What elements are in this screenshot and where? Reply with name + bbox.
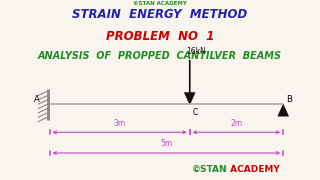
Text: ACADEMY: ACADEMY (227, 165, 280, 174)
Polygon shape (278, 104, 289, 116)
Text: A: A (34, 94, 40, 103)
Text: ANALYSIS  OF  PROPPED  CANTILVER  BEAMS: ANALYSIS OF PROPPED CANTILVER BEAMS (38, 51, 282, 61)
Text: 16kN: 16kN (187, 47, 206, 56)
Text: 3m: 3m (114, 119, 126, 128)
Text: ©STAN: ©STAN (192, 165, 227, 174)
Text: PROBLEM  NO  1: PROBLEM NO 1 (106, 30, 214, 43)
Text: 2m: 2m (230, 119, 243, 128)
Text: C: C (192, 108, 197, 117)
Text: B: B (286, 94, 292, 103)
Text: STRAIN  ENERGY  METHOD: STRAIN ENERGY METHOD (72, 8, 248, 21)
Text: 5m: 5m (160, 140, 172, 148)
Text: ©STAN ACADEMY: ©STAN ACADEMY (133, 1, 187, 6)
Polygon shape (185, 93, 195, 104)
